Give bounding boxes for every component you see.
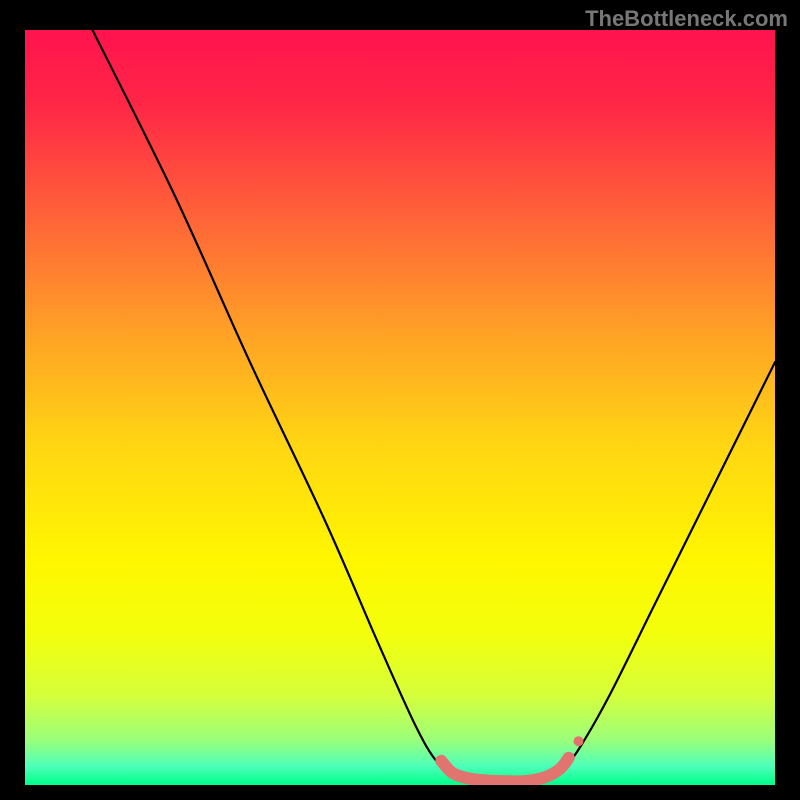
chart-root: TheBottleneck.com [0,0,800,800]
watermark-text: TheBottleneck.com [585,6,788,32]
bottleneck-chart [0,0,800,800]
chart-background-gradient [25,30,775,785]
optimal-range-dot [574,736,584,746]
